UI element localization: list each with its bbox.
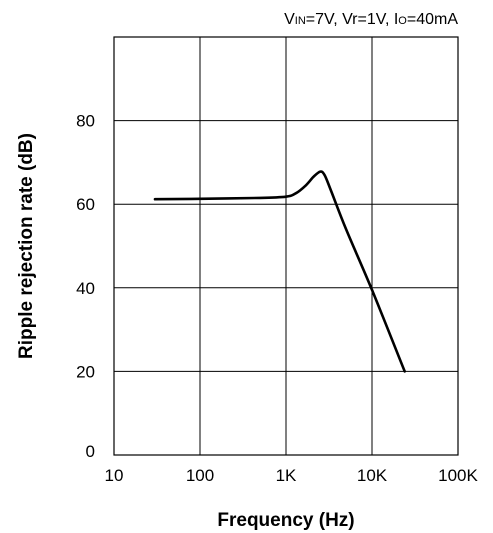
x-tick-label: 100 bbox=[186, 466, 214, 485]
y-tick-label: 60 bbox=[76, 195, 95, 214]
x-tick-label: 100K bbox=[438, 466, 478, 485]
ripple-rejection-curve bbox=[153, 170, 406, 373]
x-tick-labels: 10 100 1K 10K 100K bbox=[105, 466, 479, 485]
test-conditions: VIN=7V, Vr=1V, IO=40mA bbox=[284, 11, 458, 28]
x-tick-label: 1K bbox=[276, 466, 297, 485]
x-tick-label: 10 bbox=[105, 466, 124, 485]
y-tick-label: 0 bbox=[86, 442, 95, 461]
plot-frame bbox=[113, 36, 459, 456]
y-tick-label: 40 bbox=[76, 279, 95, 298]
y-tick-label: 80 bbox=[76, 112, 95, 131]
y-axis-label: Ripple rejection rate (dB) bbox=[16, 133, 37, 359]
x-axis-label: Frequency (Hz) bbox=[217, 510, 354, 531]
y-tick-labels: 0 20 40 60 80 bbox=[76, 112, 95, 461]
grid-lines bbox=[113, 37, 459, 456]
y-tick-label: 20 bbox=[76, 362, 95, 381]
x-tick-label: 10K bbox=[357, 466, 388, 485]
